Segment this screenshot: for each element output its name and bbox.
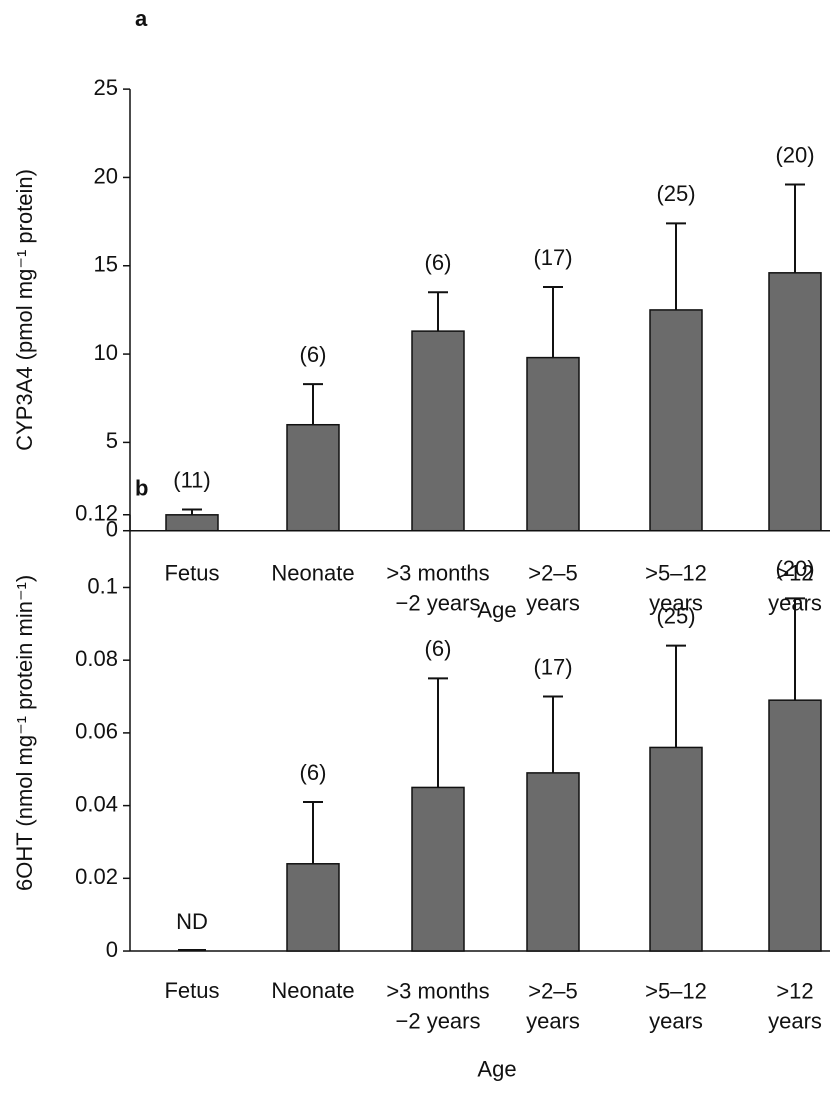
- y-tick-label: 0.08: [75, 646, 118, 671]
- error-bar: [785, 597, 805, 701]
- bar: [286, 423, 340, 532]
- x-axis-label: Age: [477, 1057, 516, 1082]
- bar: [286, 863, 340, 952]
- bar: [768, 699, 822, 952]
- error-bar: [666, 222, 686, 310]
- y-axis-label: CYP3A4 (pmol mg⁻¹ protein): [12, 169, 37, 451]
- error-bar: [182, 508, 202, 515]
- x-tick-label: >3 months −2 years: [386, 560, 489, 615]
- y-tick-label: 0.06: [75, 719, 118, 744]
- y-tick-label: 0: [106, 937, 118, 962]
- y-axis-label: 6OHT (nmol mg⁻¹ protein min⁻¹): [12, 575, 37, 891]
- error-bar: [303, 383, 323, 425]
- bar: [526, 356, 580, 532]
- sample-size-label: (20): [775, 556, 814, 581]
- y-tick-label: 25: [94, 75, 118, 100]
- bar: [526, 772, 580, 952]
- y-tick-label: 0.1: [87, 573, 118, 598]
- bar: [649, 746, 703, 952]
- x-tick-label: >2–5 years: [526, 560, 580, 615]
- panel-label: b: [135, 475, 148, 500]
- x-axis-label: Age: [477, 598, 516, 623]
- sample-size-label: (25): [656, 181, 695, 206]
- x-tick-label: Fetus: [164, 560, 219, 585]
- x-tick-label: >5–12 years: [645, 978, 707, 1033]
- sample-size-label: (6): [300, 760, 327, 785]
- error-bar: [543, 695, 563, 773]
- y-tick-label: 0.02: [75, 864, 118, 889]
- sample-size-label: (17): [533, 245, 572, 270]
- x-tick-label: >3 months −2 years: [386, 978, 489, 1033]
- error-bar: [428, 677, 448, 788]
- bar: [649, 309, 703, 532]
- sample-size-label: (6): [300, 342, 327, 367]
- y-tick-label: 0: [106, 517, 118, 542]
- error-bar: [666, 644, 686, 748]
- sample-size-label: (6): [425, 250, 452, 275]
- x-tick-label: Neonate: [271, 978, 354, 1003]
- bar: [165, 514, 219, 532]
- panel-label: a: [135, 6, 148, 31]
- y-tick-label: 5: [106, 428, 118, 453]
- y-tick-label: 20: [94, 163, 118, 188]
- bar: [411, 786, 465, 952]
- y-tick-label: 0.04: [75, 791, 118, 816]
- error-bar: [785, 183, 805, 273]
- error-bar: [428, 291, 448, 332]
- sample-size-label: (11): [173, 467, 211, 492]
- x-tick-label: Fetus: [164, 978, 219, 1003]
- error-bar: [543, 285, 563, 358]
- y-tick-label: 10: [94, 340, 118, 365]
- x-tick-label: >12 years: [768, 978, 822, 1033]
- sample-size-label: (20): [775, 142, 814, 167]
- bar: [768, 272, 822, 532]
- sample-size-label: (25): [656, 603, 695, 628]
- sample-size-label: (17): [533, 654, 572, 679]
- error-bar: [303, 800, 323, 864]
- y-tick-label: 15: [94, 252, 118, 277]
- x-tick-label: >2–5 years: [526, 978, 580, 1033]
- x-tick-label: >5–12 years: [645, 560, 707, 615]
- sample-size-label: (6): [425, 636, 452, 661]
- x-tick-label: Neonate: [271, 560, 354, 585]
- sample-size-label: ND: [176, 909, 208, 934]
- y-tick-label: 0.12: [75, 501, 118, 526]
- bar: [411, 330, 465, 532]
